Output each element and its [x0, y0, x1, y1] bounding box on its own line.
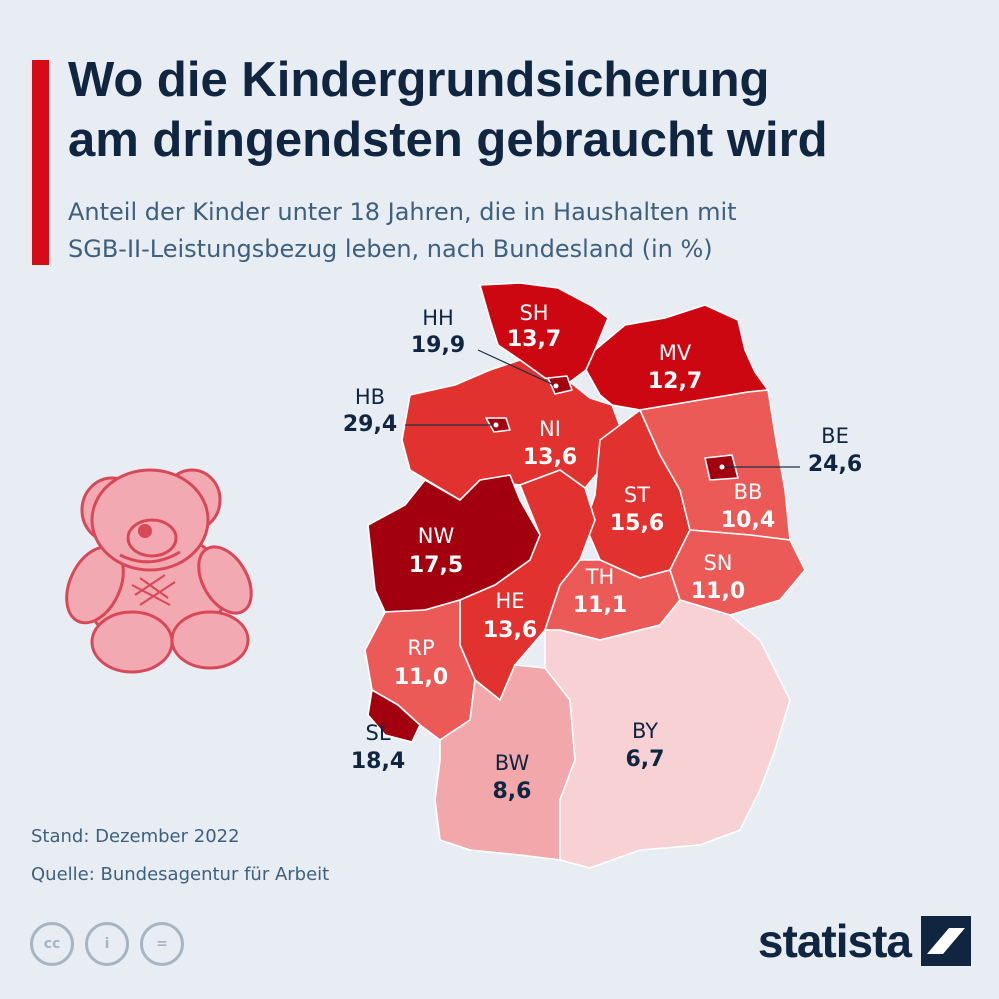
label-th-code: TH — [585, 565, 615, 589]
label-be-code: BE — [821, 424, 849, 448]
label-hb-code: HB — [355, 385, 385, 409]
label-sl-code: SL — [365, 721, 390, 745]
label-rp-value: 11,0 — [394, 665, 448, 690]
label-nw-value: 17,5 — [409, 553, 463, 578]
page-title: Wo die Kindergrundsicherung am dringends… — [68, 50, 988, 170]
title-line-1: Wo die Kindergrundsicherung — [68, 53, 770, 107]
label-rp-code: RP — [407, 636, 434, 660]
label-bb-value: 10,4 — [721, 508, 775, 533]
statista-logo[interactable]: statista — [758, 914, 971, 968]
label-bw-code: BW — [495, 751, 530, 775]
label-sn-code: SN — [703, 551, 732, 575]
label-sl-value: 18,4 — [351, 749, 405, 774]
state-by[interactable] — [544, 599, 791, 869]
label-by-value: 6,7 — [626, 747, 665, 772]
accent-bar — [32, 60, 49, 265]
label-hb-value: 29,4 — [343, 412, 397, 437]
label-bb-code: BB — [734, 480, 763, 504]
label-hh-value: 19,9 — [411, 333, 465, 358]
state-hh[interactable] — [547, 375, 573, 395]
subtitle-line-2: SGB-II-Leistungsbezug leben, nach Bundes… — [68, 235, 713, 263]
label-ni-value: 13,6 — [523, 445, 577, 470]
be-marker — [719, 464, 725, 470]
hh-marker — [553, 383, 559, 389]
footer-stand: Stand: Dezember 2022 — [31, 826, 240, 847]
label-he-code: HE — [495, 589, 524, 613]
label-st-code: ST — [624, 483, 650, 507]
hb-marker — [493, 422, 499, 428]
logo-text: statista — [757, 915, 912, 967]
cc-icon[interactable]: cc — [30, 922, 74, 966]
teddy-bear-icon — [65, 468, 253, 674]
no-derivatives-icon[interactable]: = — [140, 922, 184, 966]
state-sl[interactable] — [367, 689, 421, 743]
label-th-value: 11,1 — [573, 593, 627, 618]
label-sn-value: 11,0 — [691, 579, 745, 604]
subtitle: Anteil der Kinder unter 18 Jahren, die i… — [68, 194, 978, 268]
title-line-2: am dringendsten gebraucht wird — [68, 113, 828, 167]
label-st-value: 15,6 — [610, 511, 664, 536]
footer-source: Quelle: Bundesagentur für Arbeit — [31, 864, 330, 885]
label-bw-value: 8,6 — [493, 779, 532, 804]
label-be-value: 24,6 — [808, 452, 862, 477]
subtitle-line-1: Anteil der Kinder unter 18 Jahren, die i… — [68, 198, 737, 226]
leader-line-hh — [477, 349, 557, 387]
statista-logo-icon — [921, 916, 971, 966]
label-ni-code: NI — [539, 417, 561, 441]
label-nw-code: NW — [418, 524, 455, 548]
attribution-icon[interactable]: i — [85, 922, 129, 966]
label-hh-code: HH — [422, 306, 454, 330]
label-by-code: BY — [632, 719, 658, 743]
label-sh-value: 13,7 — [507, 327, 561, 352]
license-icons: cc i = — [30, 922, 184, 966]
label-he-value: 13,6 — [483, 618, 537, 643]
label-mv-code: MV — [659, 341, 692, 365]
label-mv-value: 12,7 — [648, 369, 702, 394]
label-sh-code: SH — [519, 301, 548, 325]
